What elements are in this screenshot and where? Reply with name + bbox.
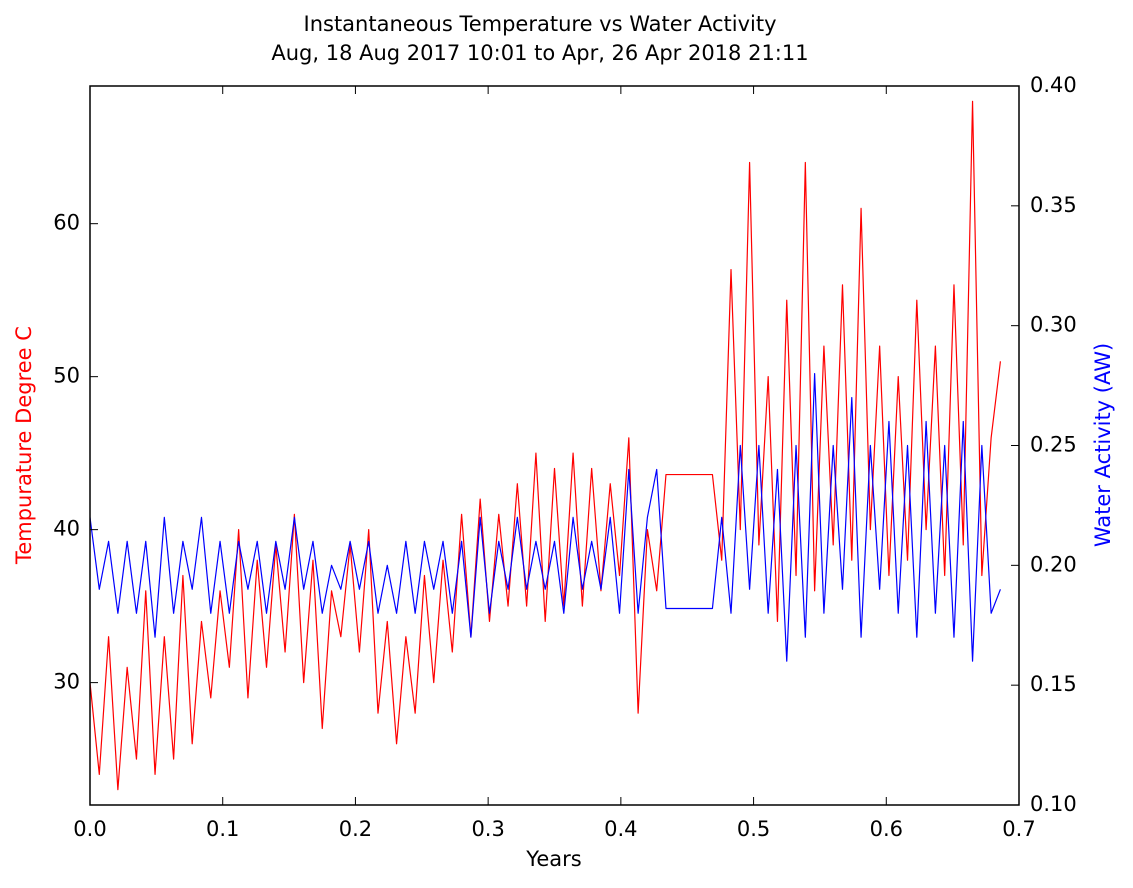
y2-tick-label: 0.20 — [1030, 552, 1077, 576]
x-tick-label: 0.7 — [1002, 817, 1035, 841]
x-axis-label: Years — [525, 847, 581, 871]
chart-subtitle: Aug, 18 Aug 2017 10:01 to Apr, 26 Apr 20… — [271, 41, 808, 65]
x-tick-label: 0.6 — [870, 817, 903, 841]
x-tick-label: 0.4 — [604, 817, 637, 841]
y2-tick-label: 0.10 — [1030, 792, 1077, 816]
y2-tick-label: 0.15 — [1030, 672, 1077, 696]
y-tick-label: 50 — [53, 364, 80, 388]
y-tick-label: 40 — [53, 517, 80, 541]
y2-tick-label: 0.40 — [1030, 73, 1077, 97]
chart-title: Instantaneous Temperature vs Water Activ… — [304, 12, 777, 36]
y2-tick-label: 0.35 — [1030, 193, 1077, 217]
x-tick-label: 0.5 — [737, 817, 770, 841]
y2-tick-label: 0.25 — [1030, 433, 1077, 457]
y-tick-label: 30 — [53, 670, 80, 694]
data-line — [90, 373, 1001, 662]
x-tick-label: 0.2 — [339, 817, 372, 841]
x-tick-label: 0.1 — [206, 817, 239, 841]
y-tick-label: 60 — [53, 211, 80, 235]
x-tick-label: 0.0 — [73, 817, 106, 841]
x-tick-label: 0.3 — [471, 817, 504, 841]
y2-tick-label: 0.30 — [1030, 313, 1077, 337]
y-axis-label: Tempurature Degree C — [12, 326, 36, 565]
y2-axis-label: Water Activity (AW) — [1091, 343, 1115, 547]
